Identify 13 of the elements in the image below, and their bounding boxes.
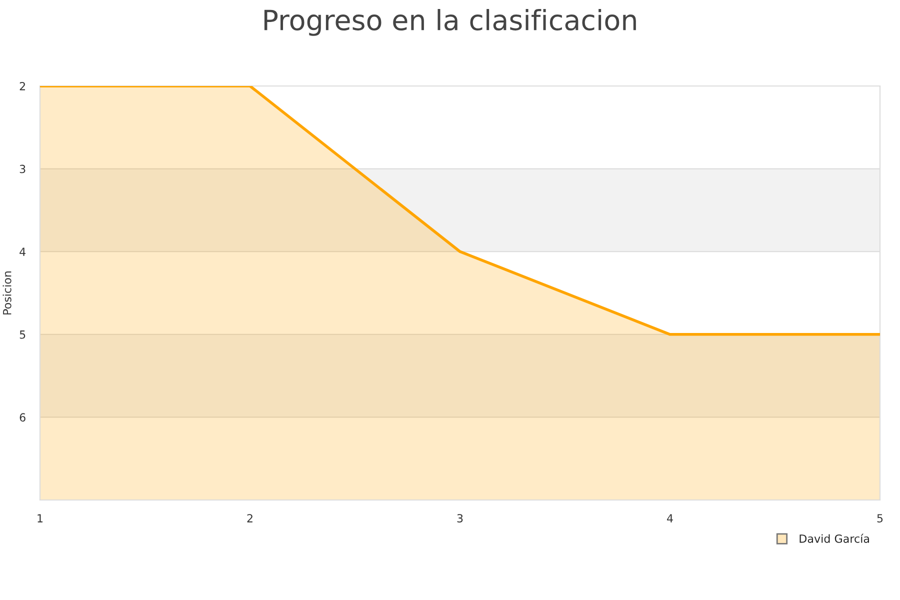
y-tick-label: 5	[20, 330, 26, 339]
legend-label: David García	[800, 534, 869, 543]
y-axis-title: Posicion	[2, 271, 12, 314]
y-tick-label: 2	[20, 82, 25, 90]
y-tick-label: 4	[20, 248, 26, 256]
x-tick-label: 5	[877, 514, 883, 522]
x-tick-label: 4	[667, 514, 673, 522]
y-tick-label: 6	[20, 413, 26, 422]
chart-title: Progreso en la clasificacion	[264, 9, 636, 36]
x-tick-label: 3	[457, 514, 463, 522]
x-tick-label: 2	[247, 514, 252, 522]
y-tick-label: 3	[20, 164, 26, 174]
x-tick-label: 1	[38, 514, 43, 522]
